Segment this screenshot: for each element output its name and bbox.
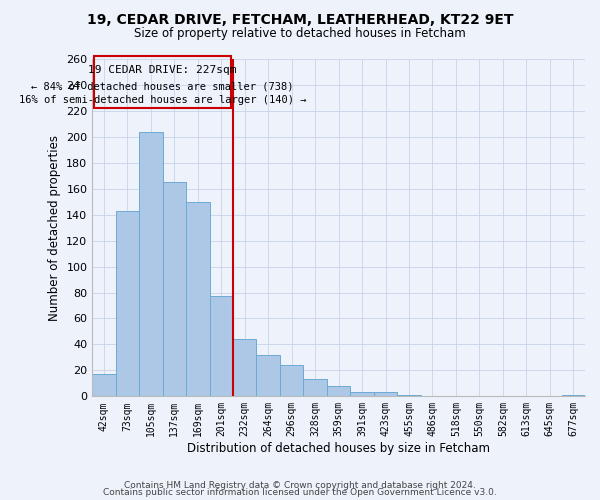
Bar xyxy=(350,392,374,396)
Text: Contains HM Land Registry data © Crown copyright and database right 2024.: Contains HM Land Registry data © Crown c… xyxy=(124,480,476,490)
X-axis label: Distribution of detached houses by size in Fetcham: Distribution of detached houses by size … xyxy=(187,442,490,455)
Text: 16% of semi-detached houses are larger (140) →: 16% of semi-detached houses are larger (… xyxy=(19,96,307,106)
Bar xyxy=(562,395,585,396)
Bar xyxy=(163,182,186,396)
Text: 19, CEDAR DRIVE, FETCHAM, LEATHERHEAD, KT22 9ET: 19, CEDAR DRIVE, FETCHAM, LEATHERHEAD, K… xyxy=(87,12,513,26)
Bar xyxy=(304,380,327,396)
Text: 19 CEDAR DRIVE: 227sqm: 19 CEDAR DRIVE: 227sqm xyxy=(88,66,237,76)
Bar xyxy=(92,374,116,396)
Text: ← 84% of detached houses are smaller (738): ← 84% of detached houses are smaller (73… xyxy=(31,81,294,91)
Bar xyxy=(94,56,232,108)
Bar xyxy=(374,392,397,396)
Text: Contains public sector information licensed under the Open Government Licence v3: Contains public sector information licen… xyxy=(103,488,497,497)
Bar xyxy=(233,339,256,396)
Bar xyxy=(139,132,163,396)
Bar xyxy=(209,296,233,396)
Bar xyxy=(280,365,304,396)
Text: Size of property relative to detached houses in Fetcham: Size of property relative to detached ho… xyxy=(134,28,466,40)
Bar xyxy=(397,395,421,396)
Bar xyxy=(327,386,350,396)
Bar xyxy=(256,355,280,397)
Bar xyxy=(116,211,139,396)
Y-axis label: Number of detached properties: Number of detached properties xyxy=(47,134,61,320)
Bar xyxy=(186,202,209,396)
